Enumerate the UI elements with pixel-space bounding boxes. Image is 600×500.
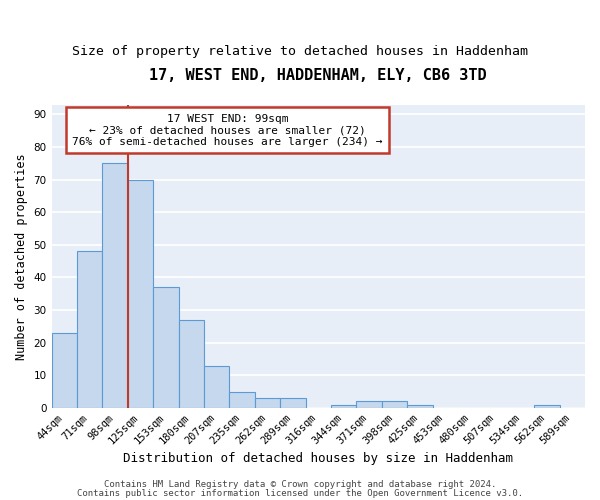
Text: Size of property relative to detached houses in Haddenham: Size of property relative to detached ho…: [72, 45, 528, 58]
X-axis label: Distribution of detached houses by size in Haddenham: Distribution of detached houses by size …: [123, 452, 513, 465]
Bar: [255, 398, 280, 408]
Bar: [204, 366, 229, 408]
Bar: [407, 404, 433, 408]
Text: Contains HM Land Registry data © Crown copyright and database right 2024.: Contains HM Land Registry data © Crown c…: [104, 480, 496, 489]
Bar: [280, 398, 305, 408]
Bar: [331, 404, 356, 408]
Bar: [534, 404, 560, 408]
Bar: [356, 402, 382, 408]
Bar: [128, 180, 153, 408]
Bar: [382, 402, 407, 408]
Title: 17, WEST END, HADDENHAM, ELY, CB6 3TD: 17, WEST END, HADDENHAM, ELY, CB6 3TD: [149, 68, 487, 82]
Bar: [229, 392, 255, 408]
Text: Contains public sector information licensed under the Open Government Licence v3: Contains public sector information licen…: [77, 488, 523, 498]
Bar: [153, 288, 179, 408]
Y-axis label: Number of detached properties: Number of detached properties: [15, 153, 28, 360]
Bar: [77, 252, 103, 408]
Bar: [52, 333, 77, 408]
Bar: [103, 163, 128, 408]
Text: 17 WEST END: 99sqm
← 23% of detached houses are smaller (72)
76% of semi-detache: 17 WEST END: 99sqm ← 23% of detached hou…: [73, 114, 383, 147]
Bar: [179, 320, 204, 408]
